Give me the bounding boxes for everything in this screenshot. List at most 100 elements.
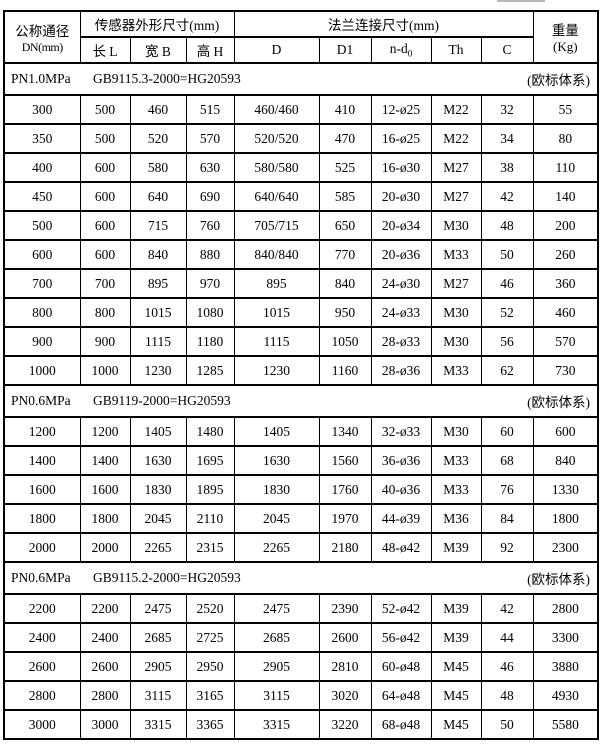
section-row: PN0.6MPa GB9115.2-2000=HG20593 (欧标体系) — [3, 561, 599, 595]
table-cell: 80 — [532, 123, 599, 154]
table-cell: 2300 — [532, 532, 599, 563]
table-cell: 760 — [185, 210, 235, 241]
table-cell: 3220 — [318, 709, 372, 740]
table-row: 1800 1800 2045 2110 2045 1970 44-ø39 M36 84 1800 — [3, 503, 599, 534]
header-th: Th — [430, 36, 482, 64]
table-cell: 570 — [532, 326, 599, 357]
table-cell: M45 — [430, 709, 482, 740]
table-cell: 1015 — [233, 297, 320, 328]
table-cell: 600 — [79, 152, 131, 183]
pressure-rating: PN1.0MPa — [11, 71, 71, 86]
table-cell: 1695 — [185, 445, 235, 476]
table-cell: 44 — [480, 622, 534, 653]
table-row: 1400 1400 1630 1695 1630 1560 36-ø36 M33 68 840 — [3, 445, 599, 476]
table-cell: 56 — [480, 326, 534, 357]
table-row: 400 600 580 630 580/580 525 16-ø30 M27 38 110 — [3, 152, 599, 183]
table-cell: 1400 — [79, 445, 131, 476]
table-header: 公称通径 DN(mm) 传感器外形尺寸(mm) 法兰连接尺寸(mm) 重量 (K… — [3, 10, 599, 64]
table-cell: 5580 — [532, 709, 599, 740]
table-cell: 84 — [480, 503, 534, 534]
table-cell: 705/715 — [233, 210, 320, 241]
table-cell: 36-ø36 — [370, 445, 432, 476]
table-cell: M39 — [430, 593, 482, 624]
table-cell: 1080 — [185, 297, 235, 328]
table-cell: 50 — [480, 239, 534, 270]
table-cell: 730 — [532, 355, 599, 386]
table-cell: 1050 — [318, 326, 372, 357]
table-cell: 800 — [3, 297, 81, 328]
table-cell: 1180 — [185, 326, 235, 357]
header-width: 宽 B — [129, 36, 187, 64]
table-cell: 1895 — [185, 474, 235, 505]
table-cell: 12-ø25 — [370, 94, 432, 125]
table-cell: 3000 — [3, 709, 81, 740]
header-weight-line1: 重量 — [551, 23, 579, 38]
table-row: 2400 2400 2685 2725 2685 2600 56-ø42 M39 44 3300 — [3, 622, 599, 653]
table-cell: 600 — [79, 210, 131, 241]
table-cell: 24-ø33 — [370, 297, 432, 328]
section-cell: PN1.0MPa GB9115.3-2000=HG20593 (欧标体系) — [3, 62, 599, 96]
table-cell: 640/640 — [233, 181, 320, 212]
standard-note: (欧标体系) — [527, 73, 591, 88]
table-cell: 840/840 — [233, 239, 320, 270]
table-cell: 52 — [480, 297, 534, 328]
table-row: 2600 2600 2905 2950 2905 2810 60-ø48 M45 46 3880 — [3, 651, 599, 682]
table-cell: 56-ø42 — [370, 622, 432, 653]
table-cell: 520 — [129, 123, 187, 154]
table-cell: 700 — [3, 268, 81, 299]
table-cell: 1480 — [185, 416, 235, 447]
header-nd0-main: n-d — [389, 41, 408, 57]
table-cell: 44-ø39 — [370, 503, 432, 534]
table-cell: 3315 — [233, 709, 320, 740]
table-cell: M27 — [430, 152, 482, 183]
table-row: 2200 2200 2475 2520 2475 2390 52-ø42 M39 42 2800 — [3, 593, 599, 624]
table-cell: 76 — [480, 474, 534, 505]
table-cell: 42 — [480, 181, 534, 212]
table-cell: 2400 — [79, 622, 131, 653]
header-height: 高 H — [185, 36, 235, 64]
table-cell: M45 — [430, 651, 482, 682]
table-cell: M39 — [430, 622, 482, 653]
table-cell: M30 — [430, 416, 482, 447]
header-c: C — [480, 36, 534, 64]
table-cell: 1970 — [318, 503, 372, 534]
table-cell: 1405 — [233, 416, 320, 447]
table-cell: M22 — [430, 123, 482, 154]
table-cell: 68-ø48 — [370, 709, 432, 740]
table-row: 1000 1000 1230 1285 1230 1160 28-ø36 M33 62 730 — [3, 355, 599, 386]
table-cell: 470 — [318, 123, 372, 154]
table-cell: 600 — [532, 416, 599, 447]
table-cell: 500 — [79, 123, 131, 154]
table-cell: 110 — [532, 152, 599, 183]
table-cell: 800 — [79, 297, 131, 328]
table-cell: 2200 — [3, 593, 81, 624]
header-sensor-group: 传感器外形尺寸(mm) — [79, 10, 235, 38]
table-body: PN1.0MPa GB9115.3-2000=HG20593 (欧标体系) 300 50… — [3, 62, 599, 740]
table-cell: 92 — [480, 532, 534, 563]
table-cell: 1405 — [129, 416, 187, 447]
table-row: 600 600 840 880 840/840 770 20-ø36 M33 50 260 — [3, 239, 599, 270]
table-cell: 46 — [480, 268, 534, 299]
table-cell: 1330 — [532, 474, 599, 505]
table-cell: 2400 — [3, 622, 81, 653]
table-cell: 3000 — [79, 709, 131, 740]
table-cell: 2200 — [79, 593, 131, 624]
standard-code: GB9115.2-2000=HG20593 — [93, 570, 241, 585]
table-cell: 3165 — [185, 680, 235, 711]
standard-note: (欧标体系) — [527, 395, 591, 410]
table-row: 350 500 520 570 520/520 470 16-ø25 M22 34 80 — [3, 123, 599, 154]
table-cell: 350 — [3, 123, 81, 154]
table-cell: 16-ø25 — [370, 123, 432, 154]
table-cell: 895 — [233, 268, 320, 299]
table-cell: M22 — [430, 94, 482, 125]
table-cell: 525 — [318, 152, 372, 183]
table-cell: 3365 — [185, 709, 235, 740]
table-cell: 600 — [79, 181, 131, 212]
section-cell: PN0.6MPa GB9119-2000=HG20593 (欧标体系) — [3, 384, 599, 418]
table-cell: 50 — [480, 709, 534, 740]
table-cell: 770 — [318, 239, 372, 270]
header-weight-line2: (Kg) — [553, 39, 578, 54]
header-d1: D1 — [318, 36, 372, 64]
table-cell: 585 — [318, 181, 372, 212]
table-cell: M33 — [430, 445, 482, 476]
